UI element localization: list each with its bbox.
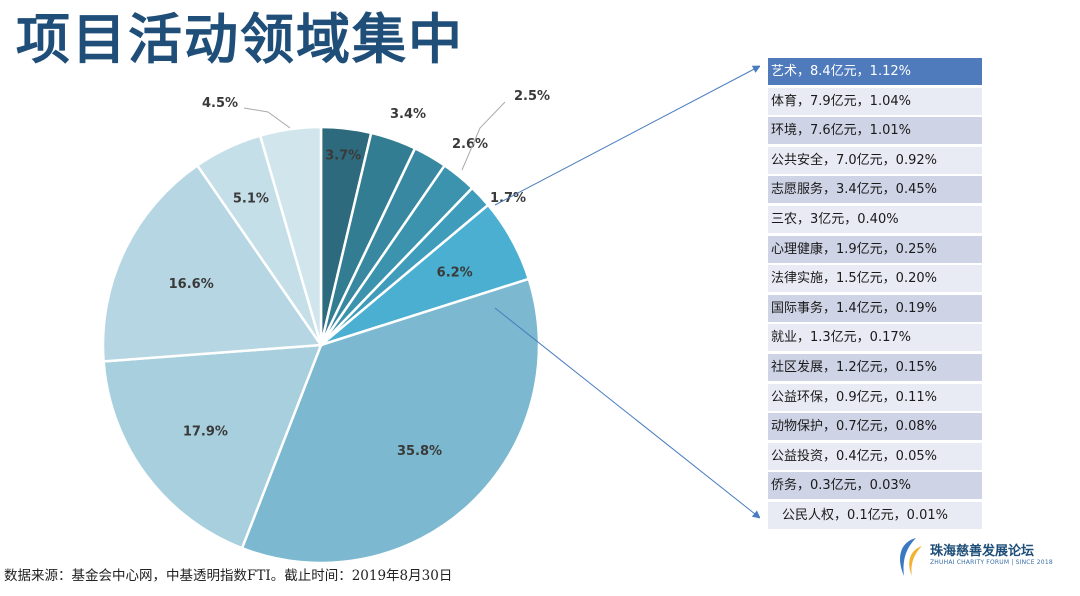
breakdown-item: 体育，7.9亿元，1.04% <box>768 87 982 115</box>
slice-label: 16.6% <box>169 277 214 292</box>
breakdown-list: 艺术，8.4亿元，1.12% 体育，7.9亿元，1.04% 环境，7.6亿元，1.0… <box>768 58 982 532</box>
breakdown-item: 公益投资，0.4亿元，0.05% <box>768 442 982 470</box>
source-note: 数据来源：基金会中心网，中基透明指数FTI。截止时间：2019年8月30日 <box>4 568 453 584</box>
page-title: 项目活动领域集中 <box>16 8 464 71</box>
breakdown-item: 三农，3亿元，0.40% <box>768 205 982 233</box>
breakdown-item: 法律实施，1.5亿元，0.20% <box>768 265 982 293</box>
arrow-to-top <box>494 65 760 206</box>
forum-name: 珠海慈善发展论坛 <box>930 544 1035 559</box>
breakdown-item: 公共安全，7.0亿元，0.92% <box>768 146 982 174</box>
breakdown-item: 艺术，8.4亿元，1.12% <box>768 58 982 85</box>
slice-label: 2.6% <box>452 137 488 152</box>
breakdown-item: 动物保护，0.7亿元，0.08% <box>768 413 982 441</box>
slice-label: 3.4% <box>390 107 426 122</box>
breakdown-item: 公民人权，0.1亿元，0.01% <box>768 501 982 529</box>
pie-slice <box>102 343 323 550</box>
slice-label: 4.5% <box>202 96 238 111</box>
breakdown-item: 就业，1.3亿元，0.17% <box>768 324 982 352</box>
leader-line-2-5 <box>461 101 506 171</box>
breakdown-item: 侨务，0.3亿元，0.03% <box>768 472 982 500</box>
breakdown-item: 公益环保，0.9亿元，0.11% <box>768 383 982 411</box>
slice-label: 6.2% <box>437 266 473 281</box>
slice-label: 35.8% <box>397 444 442 459</box>
breakdown-item: 心理健康，1.9亿元，0.25% <box>768 235 982 263</box>
leader-line-4-5 <box>243 107 291 129</box>
forum-logo: 珠海慈善发展论坛 ZHUHAI CHARITY FORUM | SINCE 20… <box>892 532 1062 584</box>
slice-label: 5.1% <box>233 191 269 206</box>
forum-subtitle: ZHUHAI CHARITY FORUM | SINCE 2018 <box>930 559 1053 566</box>
breakdown-item: 国际事务，1.4亿元，0.19% <box>768 294 982 322</box>
breakdown-item: 环境，7.6亿元，1.01% <box>768 117 982 145</box>
breakdown-item: 社区发展，1.2亿元，0.15% <box>768 353 982 381</box>
breakdown-item: 志愿服务，3.4亿元，0.45% <box>768 176 982 204</box>
forum-logo-mark-icon <box>900 538 922 576</box>
slice-label: 17.9% <box>183 425 228 440</box>
pie-slice <box>101 163 324 363</box>
slice-label: 3.7% <box>325 149 361 164</box>
slice-label: 2.5% <box>514 89 550 104</box>
arrow-to-bottom <box>494 307 760 519</box>
pie-chart: 3.7%3.4%2.5%2.6%1.7%6.2%35.8%17.9%16.6%5… <box>101 65 760 565</box>
pie-slice <box>258 125 323 346</box>
